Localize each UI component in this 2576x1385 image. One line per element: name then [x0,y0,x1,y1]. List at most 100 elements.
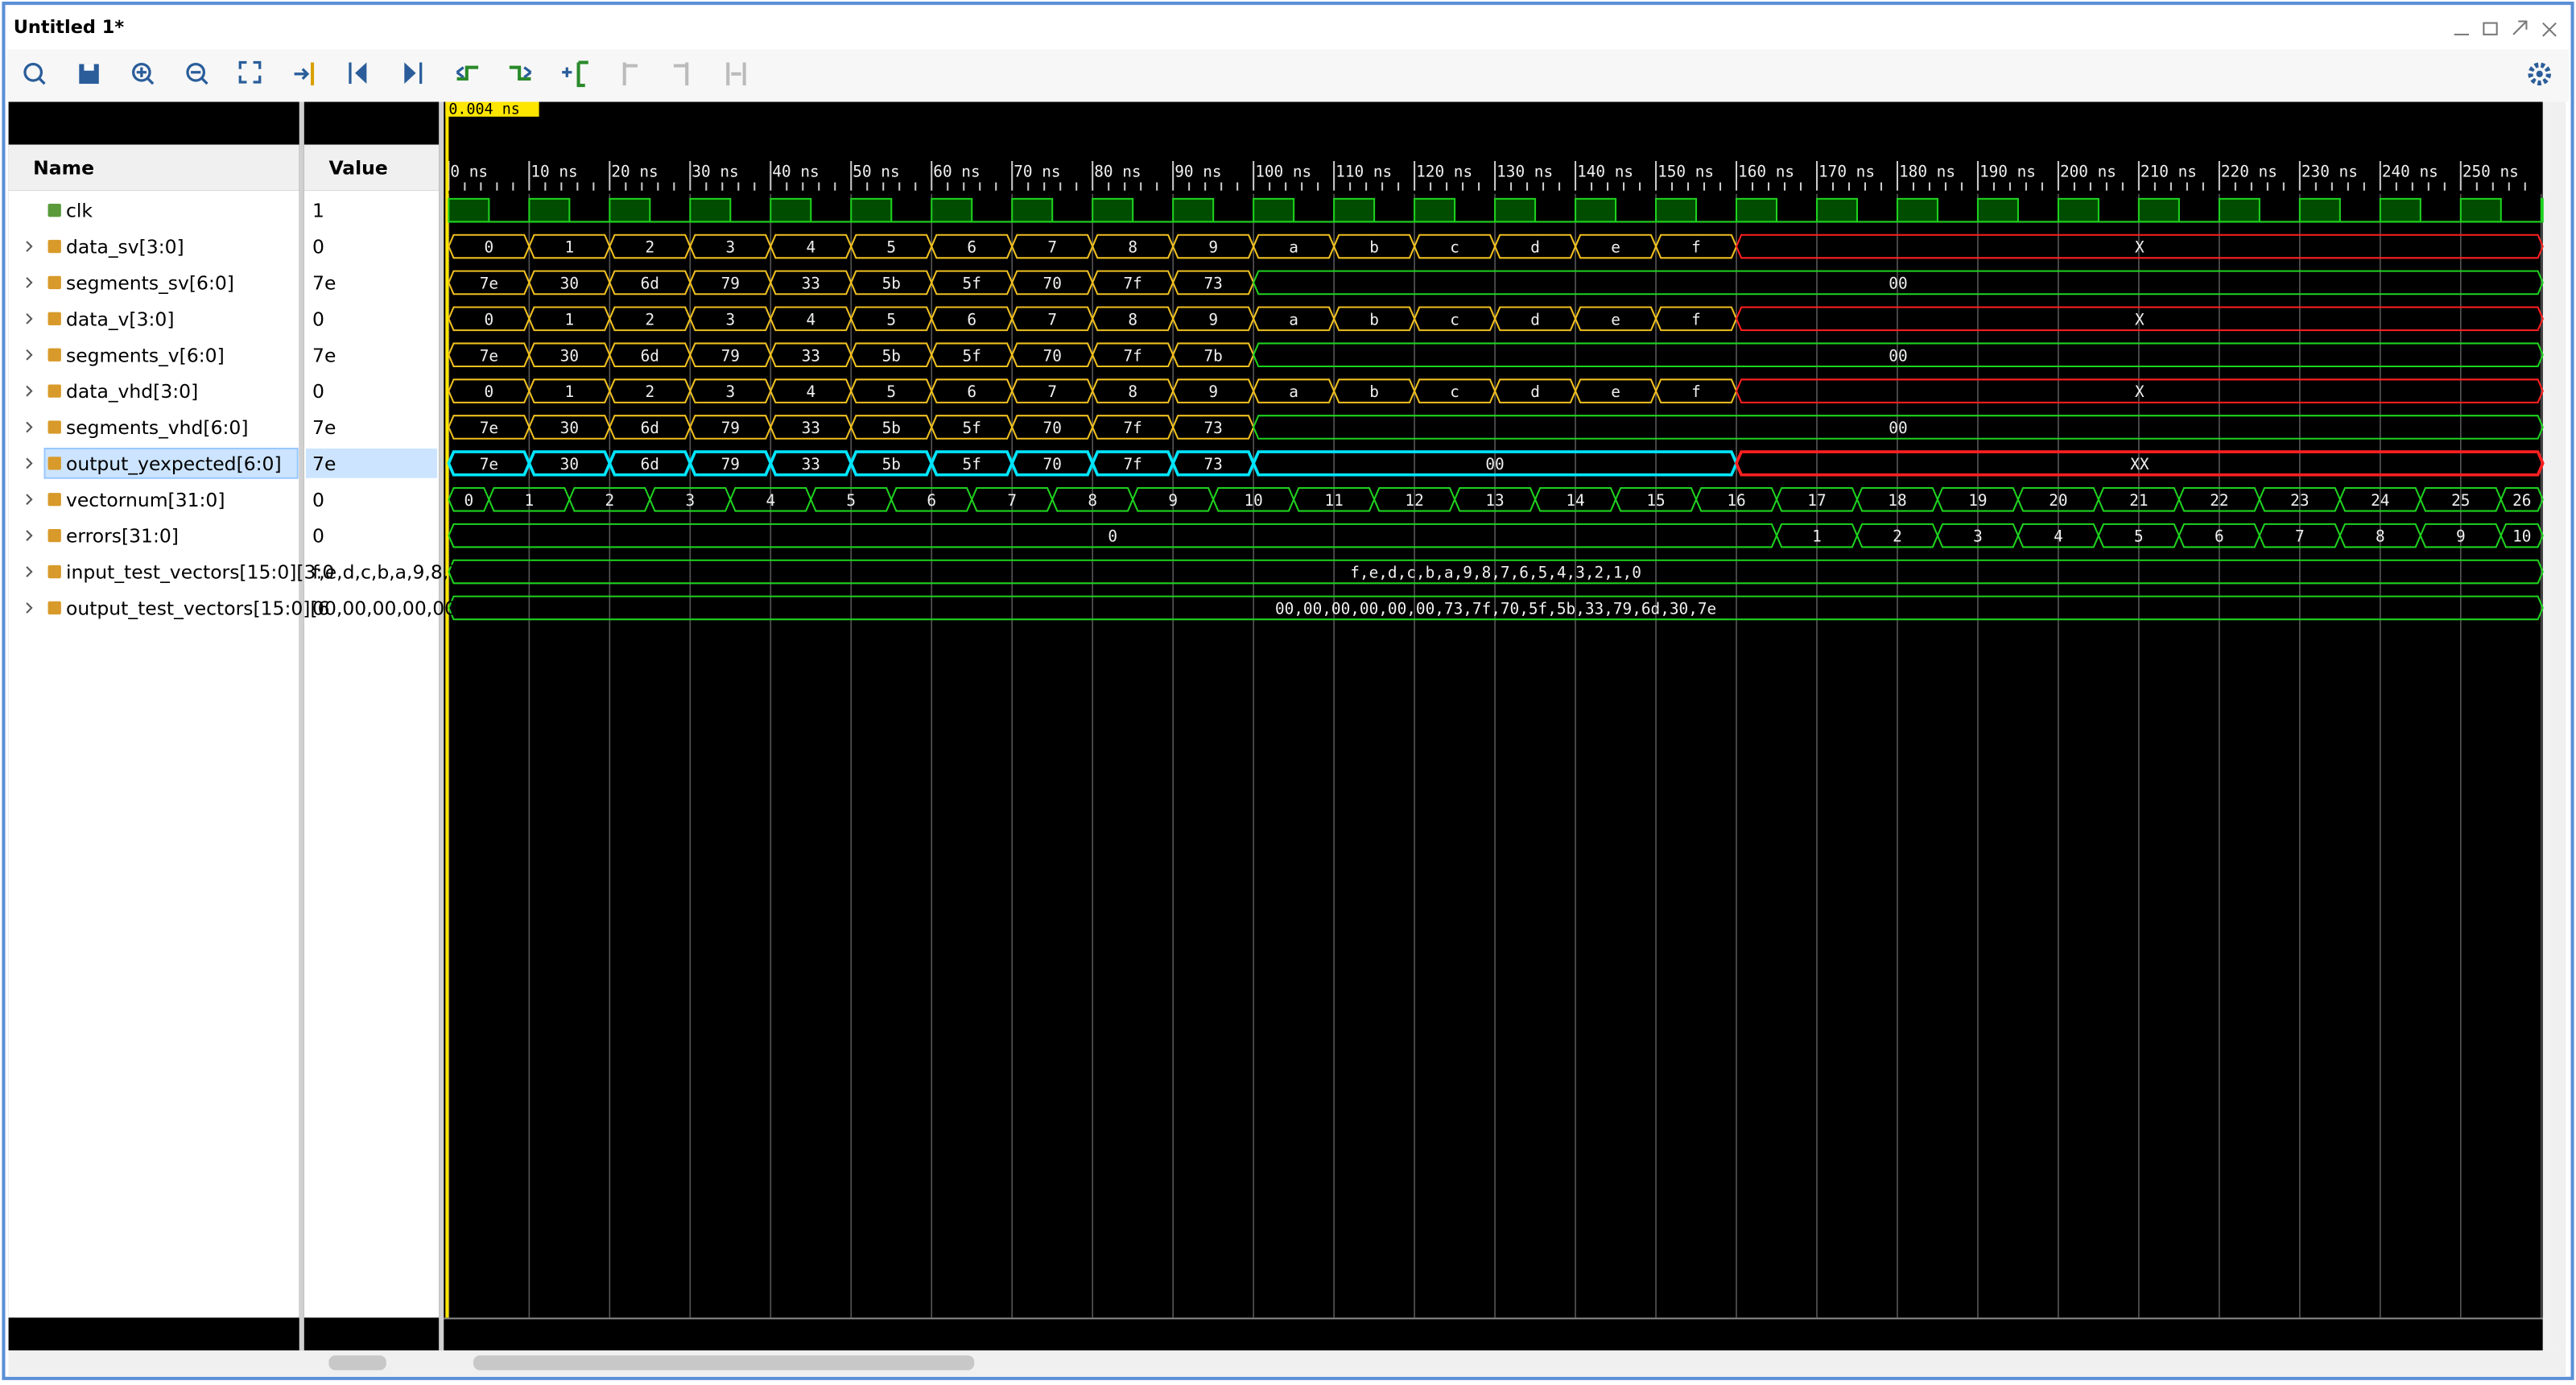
bus-label: 7b [1203,346,1222,365]
bus-label: 3 [1973,527,1983,546]
ruler-label: 220 ns [2221,163,2277,181]
signal-name[interactable]: input_test_vectors[15:0][3:0 [66,561,334,584]
signal-name[interactable]: clk [66,200,93,222]
bus-label: 4 [806,382,815,401]
clock-high [609,197,651,223]
expand-arrow[interactable] [26,566,33,577]
expand-arrow[interactable] [26,312,33,325]
bus-label: 6d [641,274,659,292]
signal-name[interactable]: output_yexpected[6:0] [66,453,282,475]
bus-label: 9 [1208,238,1218,257]
bus-label: 0 [485,238,494,257]
restore[interactable] [2483,22,2498,35]
wave-scroll-thumb[interactable] [473,1355,975,1371]
signal-name[interactable]: data_v[3:0] [66,308,174,330]
signal-icon [47,564,61,579]
go-to-cursor-button[interactable] [294,62,315,86]
bus-label: 15 [1646,491,1665,510]
bus-label: 26 [2512,491,2531,510]
signal-value: f,e,d,c,b,a,9,8,7, [312,561,467,584]
expand-arrow[interactable] [26,421,33,433]
next-transition-button[interactable] [509,65,532,81]
signal-name[interactable]: segments_v[6:0] [66,344,225,366]
signal-name[interactable]: output_test_vectors[15:0][6 [66,597,330,619]
save-button[interactable] [79,64,99,85]
bus-label: 5 [886,382,896,401]
bus-label: 25 [2451,491,2470,510]
bus-label: 7e [480,419,498,437]
expand-arrow[interactable] [26,241,33,252]
go-to-start-button[interactable] [349,62,367,85]
signal-wave [448,197,2544,223]
value-scroll-thumb[interactable] [328,1355,386,1371]
close[interactable] [2542,22,2557,37]
bus-label: f [1691,310,1701,329]
clock-high [1092,197,1134,223]
clock-high [931,197,973,223]
bus-label: c [1450,310,1459,329]
clock-high [2218,197,2260,223]
previous-marker-button[interactable] [622,62,638,86]
expand-arrow[interactable] [26,349,33,361]
settings-button[interactable] [2528,62,2552,86]
clock-high [1896,197,1938,223]
clock-high [1414,197,1456,223]
bus-label: 23 [2290,491,2309,510]
bus-label: 6 [967,238,976,257]
zoom-in-button[interactable] [132,62,155,85]
swap-cursors-button[interactable] [726,62,746,86]
bus-label: 79 [721,455,740,473]
bus-segment [448,559,2544,585]
zoom-out-button[interactable] [186,62,208,85]
bus-label: 7f [1124,455,1142,473]
search-button[interactable] [23,62,46,85]
signal-name[interactable]: data_sv[3:0] [66,236,184,258]
ruler-label: 70 ns [1013,163,1060,181]
expand-arrow[interactable] [26,385,33,397]
expand-arrow[interactable] [26,602,33,614]
next-marker-button[interactable] [673,62,689,86]
expand-arrow[interactable] [26,277,33,288]
vertical-scrollbar[interactable] [2542,101,2566,1351]
bus-label: 8 [1128,382,1137,401]
ruler-label: 180 ns [1899,163,1955,181]
signal-name[interactable]: segments_vhd[6:0] [66,416,249,439]
expand-arrow[interactable] [26,530,33,541]
ruler-label: 90 ns [1174,163,1221,181]
signal-name[interactable]: data_vhd[3:0] [66,380,198,403]
ruler-label: 200 ns [2060,163,2116,181]
bus-label: 6 [967,310,976,329]
signal-name[interactable]: segments_sv[6:0] [66,271,234,294]
go-to-end-button[interactable] [404,62,423,85]
bus-label: 22 [2210,491,2228,510]
previous-transition-button[interactable] [456,65,479,81]
signal-name[interactable]: errors[31:0] [66,525,179,548]
bus-segment [1253,342,2544,368]
signal-rows: clk 1 data_sv[3:0] 0 segments_sv[6:0] 7e data_… [26,200,467,619]
bus-label: 0 [485,310,494,329]
add-marker-button[interactable] [562,60,588,88]
float[interactable] [2512,20,2528,35]
expand-arrow[interactable] [26,494,33,506]
window-controls[interactable] [2454,20,2557,37]
bus-label: 3 [685,491,695,510]
bus-label: 30 [560,419,579,437]
bus-label: e [1611,382,1620,401]
signal-name[interactable]: vectornum[31:0] [66,489,225,511]
clock-high [1494,197,1537,223]
bus-label: 7f [1124,274,1142,292]
zoom-fit-button[interactable] [238,60,262,84]
bus-label: 1 [525,491,535,510]
expand-arrow[interactable] [26,457,33,469]
bus-label: 11 [1324,491,1343,510]
bus-label: 4 [2054,527,2063,546]
toolbar-bg [6,49,2570,102]
bus-label: 6d [641,455,659,473]
bus-label: 7 [1047,238,1057,257]
bus-label: 7f [1124,419,1142,437]
bus-label: 79 [721,274,740,292]
bus-label: X [2135,238,2145,257]
bus-label: 79 [721,419,740,437]
